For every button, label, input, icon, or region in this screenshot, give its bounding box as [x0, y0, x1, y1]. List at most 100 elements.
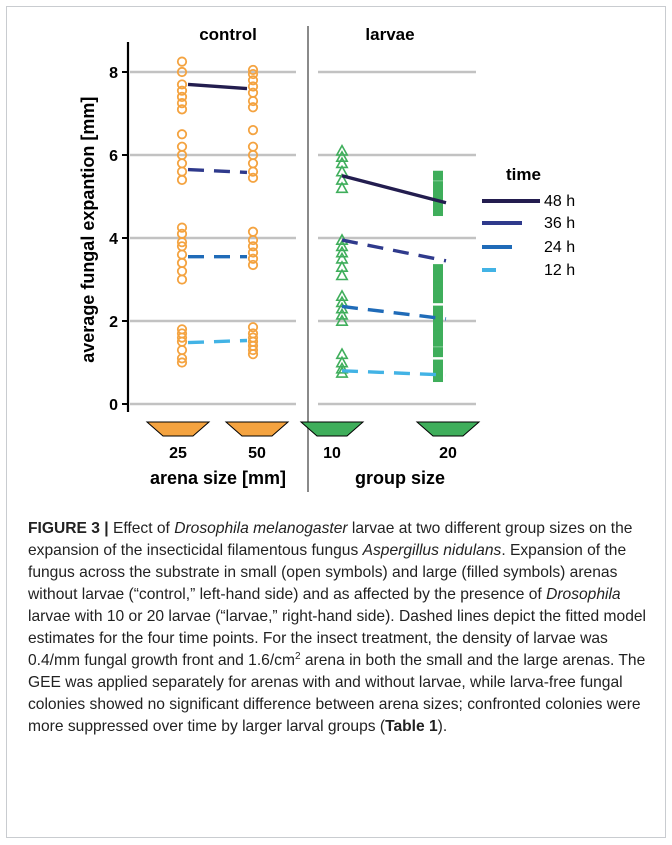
data-point [433, 336, 443, 347]
category-marker [145, 421, 211, 437]
caption-text: arena in both the small and the large ar… [28, 652, 646, 735]
data-point [176, 56, 188, 67]
data-point [176, 104, 188, 115]
data-point [335, 307, 349, 320]
data-point [247, 87, 259, 98]
data-point [433, 181, 443, 192]
data-point [433, 286, 443, 297]
data-point [247, 226, 259, 237]
data-point [176, 328, 188, 339]
data-point [176, 129, 188, 140]
legend-label: 24 h [544, 239, 575, 256]
data-point [247, 328, 259, 339]
data-point [247, 322, 259, 333]
figure-frame [6, 6, 666, 838]
data-point [433, 189, 443, 200]
data-point [176, 274, 188, 285]
data-point [433, 328, 443, 339]
data-point [335, 156, 349, 169]
caption-text: . Expansion of the fungus across the sub… [28, 542, 627, 603]
data-point [335, 144, 349, 156]
data-point [176, 222, 188, 233]
data-point [247, 141, 259, 152]
data-point [335, 173, 349, 185]
data-point [247, 332, 259, 343]
figure-chart: 0 2 4 6 8 average fungal expantion [mm] contro… [78, 25, 575, 492]
caption-text: Drosophila [546, 586, 621, 603]
caption-text: larvae at two different group sizes on t… [28, 520, 633, 559]
data-point [176, 241, 188, 252]
data-point [247, 125, 259, 136]
data-point [247, 247, 259, 258]
data-point [176, 357, 188, 368]
data-point [176, 324, 188, 335]
y-tick-label: 6 [109, 148, 118, 165]
y-tick-label: 2 [109, 314, 118, 331]
data-point [176, 344, 188, 356]
fit-line [187, 338, 248, 345]
data-point [335, 355, 349, 368]
data-point [335, 251, 349, 264]
fit-line [341, 174, 447, 205]
data-point [176, 91, 188, 103]
x-tick-label: 10 [323, 445, 341, 462]
data-point [176, 79, 188, 90]
data-point [433, 320, 443, 331]
data-point [433, 170, 443, 181]
data-point [335, 150, 349, 163]
fit-line [341, 304, 447, 321]
y-tick-label: 8 [109, 65, 118, 82]
data-point [335, 260, 349, 273]
data-point [247, 253, 259, 264]
caption-text: Effect of [108, 520, 175, 537]
data-point [176, 98, 188, 109]
data-point [247, 241, 259, 252]
y-tick-label: 0 [109, 397, 118, 414]
fit-line [341, 369, 447, 377]
data-point [335, 347, 349, 360]
data-point [433, 206, 443, 217]
data-point [247, 68, 259, 80]
data-point [335, 239, 349, 252]
data-point [247, 172, 259, 183]
data-point [433, 305, 443, 316]
fit-line [341, 238, 447, 263]
fit-line [187, 82, 248, 91]
data-point [176, 141, 188, 152]
legend-label: 12 h [544, 262, 575, 279]
data-point [247, 259, 259, 271]
data-point [176, 66, 188, 78]
y-tick-label: 4 [109, 231, 118, 248]
data-point [176, 249, 188, 260]
data-point [176, 174, 188, 185]
caption-text: Aspergillus nidulans [362, 542, 502, 559]
caption-text: 2 [294, 650, 301, 662]
legend-label: 48 h [544, 193, 575, 210]
data-point [247, 158, 259, 169]
data-point [433, 347, 443, 358]
caption-text: Drosophila melanogaster [174, 520, 348, 537]
category-marker [415, 421, 481, 437]
caption-text: Table 1 [385, 718, 438, 735]
data-point [247, 75, 259, 86]
x-tick-label: 20 [439, 445, 457, 462]
y-axis-label: average fungal expantion [mm] [78, 97, 98, 363]
legend-title: time [506, 165, 541, 184]
data-point [247, 81, 259, 92]
category-marker [224, 421, 290, 437]
data-point [335, 245, 349, 258]
x-axis-label: group size [355, 468, 445, 488]
figure-caption: FIGURE 3 | Effect of Drosophila melanoga… [28, 518, 650, 738]
x-tick-label: 25 [169, 445, 187, 462]
panel-title: larvae [365, 25, 414, 44]
data-point [335, 268, 349, 281]
data-point [433, 359, 443, 370]
category-marker [299, 421, 365, 437]
data-point [247, 102, 259, 113]
data-point [176, 166, 188, 177]
caption-text: larvae with 10 or 20 larvae (“larvae,” r… [28, 608, 647, 669]
data-point [247, 166, 259, 177]
panel-title: control [199, 25, 257, 44]
data-point [433, 272, 443, 283]
caption-label: FIGURE 3 | [28, 520, 109, 537]
